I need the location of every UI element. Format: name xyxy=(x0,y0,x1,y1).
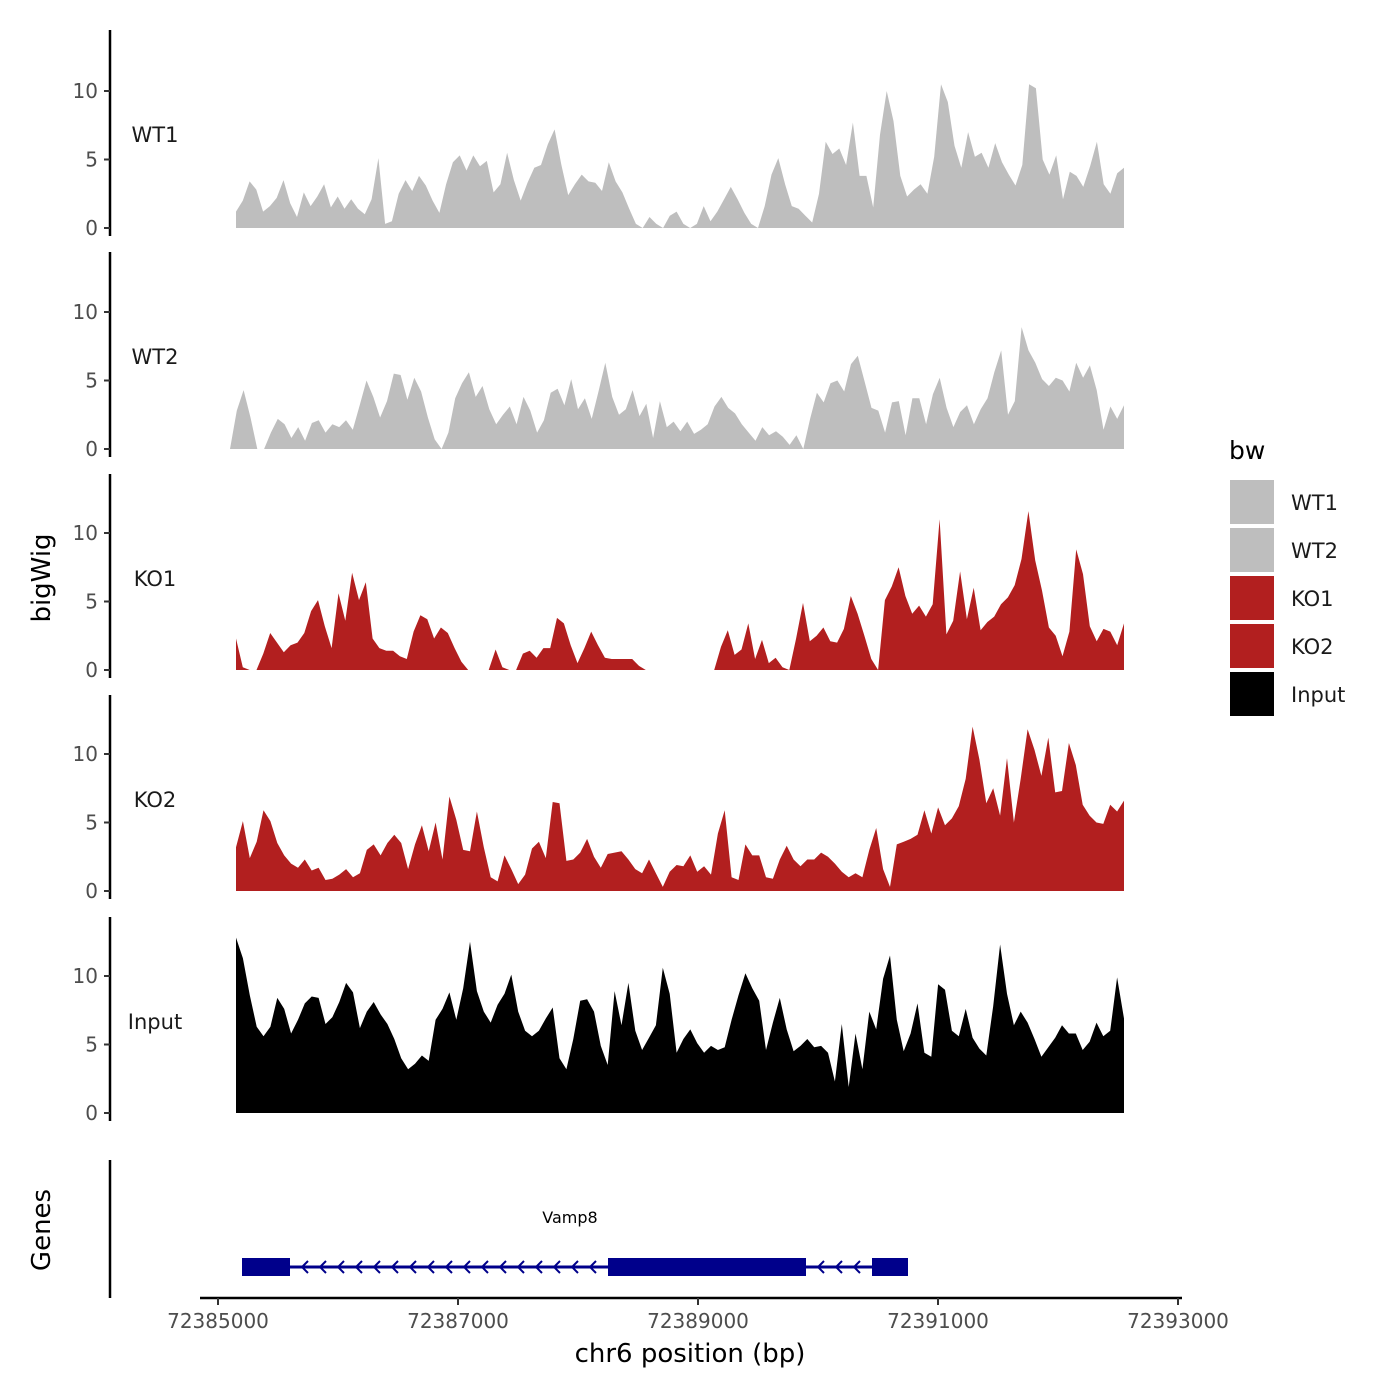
y-tick-label: 10 xyxy=(73,79,98,103)
y-tick-label: 5 xyxy=(85,148,98,172)
gene-exon xyxy=(872,1258,908,1276)
strand-arrow xyxy=(534,1260,543,1274)
legend-label-input: Input xyxy=(1291,683,1345,707)
strand-arrow xyxy=(318,1260,327,1274)
track-ko1: 0 5 10 KO1 xyxy=(73,474,1124,682)
genes-layer: Vamp8 xyxy=(108,1160,908,1298)
strand-arrow xyxy=(390,1260,399,1274)
legend-label-ko2: KO2 xyxy=(1291,635,1334,659)
y-tick-label: 5 xyxy=(85,590,98,614)
strand-arrow xyxy=(588,1260,597,1274)
strand-arrow xyxy=(372,1260,381,1274)
tracks-layer: 0 5 10 WT1 0 5 10 WT2 0 5 10 KO1 0 5 10 KO2 0 5 10 Input xyxy=(73,30,1124,1125)
y-tick-label: 5 xyxy=(85,369,98,393)
y-tick-label: 0 xyxy=(85,658,98,682)
track-area-input xyxy=(236,937,1124,1113)
track-area-wt1 xyxy=(236,84,1124,228)
track-area-ko2 xyxy=(236,726,1124,891)
legend-swatch-ko1 xyxy=(1230,576,1274,620)
strand-arrow xyxy=(444,1260,453,1274)
strand-arrow xyxy=(516,1260,525,1274)
legend-swatch-input xyxy=(1230,672,1274,716)
y-tick-label: 10 xyxy=(73,521,98,545)
track-label-wt1: WT1 xyxy=(132,123,179,147)
track-label-input: Input xyxy=(128,1010,182,1034)
y-tick-label: 10 xyxy=(73,300,98,324)
x-tick-label: 72389000 xyxy=(647,1309,749,1333)
legend-label-ko1: KO1 xyxy=(1291,587,1334,611)
legend-swatch-ko2 xyxy=(1230,624,1274,668)
strand-arrow xyxy=(852,1260,861,1274)
x-tick-label: 72393000 xyxy=(1127,1309,1229,1333)
legend-label-wt1: WT1 xyxy=(1291,491,1338,515)
strand-arrow xyxy=(408,1260,417,1274)
strand-arrow xyxy=(834,1260,843,1274)
track-wt2: 0 5 10 WT2 xyxy=(73,252,1124,461)
x-tick-label: 72385000 xyxy=(167,1309,269,1333)
legend-label-wt2: WT2 xyxy=(1291,539,1338,563)
strand-arrow xyxy=(480,1260,489,1274)
track-area-ko1 xyxy=(236,511,1124,670)
strand-arrow xyxy=(426,1260,435,1274)
legend: bw WT1 WT2 KO1 KO2 Input xyxy=(1229,436,1345,716)
strand-arrow xyxy=(336,1260,345,1274)
strand-arrow xyxy=(354,1260,363,1274)
strand-arrow xyxy=(300,1260,309,1274)
track-label-ko2: KO2 xyxy=(134,788,177,812)
strand-arrow xyxy=(570,1260,579,1274)
x-tick-label: 72391000 xyxy=(887,1309,989,1333)
track-input: 0 5 10 Input xyxy=(73,917,1124,1125)
gene-exon xyxy=(242,1258,290,1276)
y-tick-label: 0 xyxy=(85,437,98,461)
legend-swatch-wt1 xyxy=(1230,480,1274,524)
y-tick-label: 5 xyxy=(85,1033,98,1057)
track-wt1: 0 5 10 WT1 xyxy=(73,30,1124,240)
y-tick-label: 10 xyxy=(73,964,98,988)
track-area-wt2 xyxy=(230,327,1124,449)
y-axis-title: bigWig xyxy=(27,533,57,622)
gene-vamp8: Vamp8 xyxy=(242,1208,908,1276)
y-tick-label: 0 xyxy=(85,216,98,240)
y-tick-label: 5 xyxy=(85,811,98,835)
track-ko2: 0 5 10 KO2 xyxy=(73,695,1124,903)
y-tick-label: 10 xyxy=(73,742,98,766)
y-tick-label: 0 xyxy=(85,879,98,903)
strand-arrow xyxy=(816,1260,825,1274)
gene-exon xyxy=(608,1258,806,1276)
strand-arrow xyxy=(462,1260,471,1274)
legend-swatch-wt2 xyxy=(1230,528,1274,572)
x-axis: 72385000 72387000 72389000 72391000 72393000 xyxy=(167,1296,1229,1333)
strand-arrow xyxy=(552,1260,561,1274)
y-tick-label: 0 xyxy=(85,1101,98,1125)
x-tick-label: 72387000 xyxy=(407,1309,509,1333)
genes-axis-title: Genes xyxy=(27,1189,57,1271)
gene-label: Vamp8 xyxy=(542,1208,597,1227)
strand-arrow xyxy=(498,1260,507,1274)
track-label-wt2: WT2 xyxy=(132,345,179,369)
legend-title: bw xyxy=(1229,436,1265,465)
x-axis-title: chr6 position (bp) xyxy=(575,1339,806,1369)
track-label-ko1: KO1 xyxy=(134,567,177,591)
